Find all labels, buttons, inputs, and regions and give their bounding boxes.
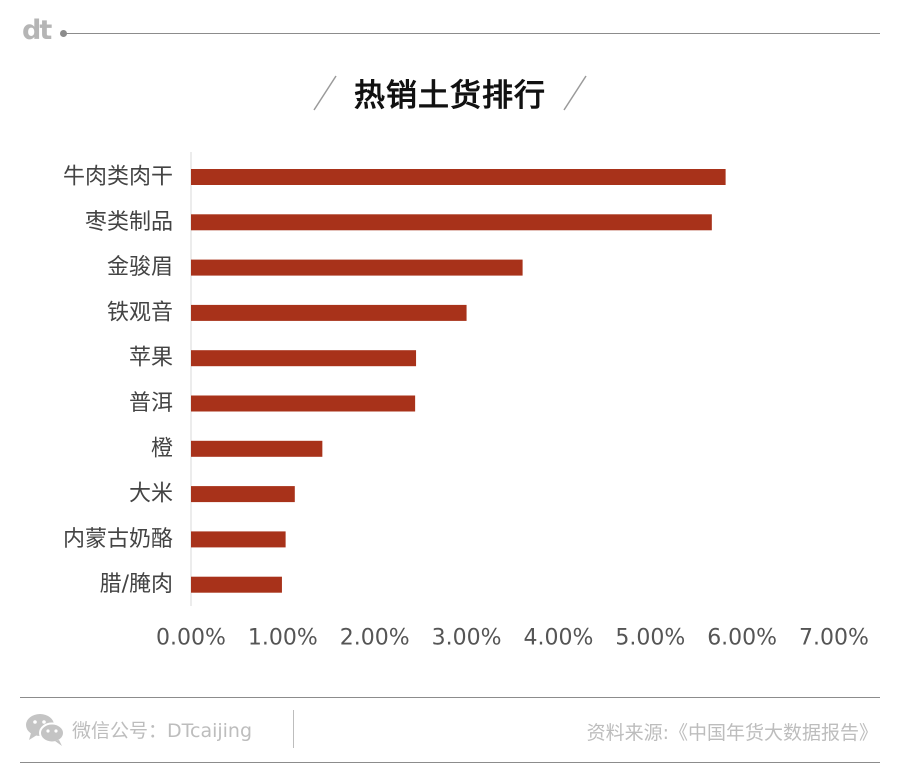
bar-7 <box>191 486 295 503</box>
category-label: 腊/腌肉 <box>100 572 173 597</box>
bar-2 <box>191 259 523 276</box>
bar-1 <box>191 214 712 231</box>
category-label: 金骏眉 <box>107 255 173 280</box>
bar-5 <box>191 395 416 412</box>
category-label: 苹果 <box>129 346 173 371</box>
bar-0 <box>191 169 726 185</box>
header-rule-dot <box>60 30 67 37</box>
x-tick-label: 2.00% <box>340 626 410 651</box>
x-tick-label: 1.00% <box>248 626 318 651</box>
category-label: 铁观音 <box>107 300 173 325</box>
x-tick-label: 6.00% <box>707 626 777 651</box>
source-note: 资料来源:《中国年货大数据报告》 <box>586 722 878 744</box>
x-tick-label: 5.00% <box>615 626 685 651</box>
x-tick-label: 4.00% <box>523 626 593 651</box>
x-tick-label: 7.00% <box>799 626 869 651</box>
title-slash-right <box>563 75 587 111</box>
bar-4 <box>191 350 417 367</box>
footer-wechat: 微信公号：DTcaijing <box>24 711 252 747</box>
footer-rule-top <box>20 697 880 698</box>
wechat-account-label: 微信公号：DTcaijing <box>72 719 253 742</box>
category-label: 大米 <box>129 482 173 507</box>
category-label: 内蒙古奶酪 <box>63 527 173 552</box>
bar-8 <box>191 531 286 548</box>
category-label: 普洱 <box>129 391 173 416</box>
category-label: 牛肉类肉干 <box>63 165 173 190</box>
bar-3 <box>191 304 467 321</box>
wechat-icon <box>26 714 65 746</box>
title-row: 热销土货排行 <box>0 70 900 114</box>
chart-title: 热销土货排行 <box>354 77 546 114</box>
bar-6 <box>191 440 323 457</box>
bar-9 <box>191 576 282 593</box>
dt-logo: dt <box>22 15 52 46</box>
header-rule <box>64 33 880 34</box>
title-slash-left <box>313 75 337 111</box>
footer-separator <box>293 710 294 748</box>
category-label: 枣类制品 <box>85 210 173 235</box>
category-label: 橙 <box>151 436 173 461</box>
x-tick-label: 0.00% <box>156 626 226 651</box>
x-tick-label: 3.00% <box>432 626 502 651</box>
footer-rule-bottom <box>20 762 880 763</box>
